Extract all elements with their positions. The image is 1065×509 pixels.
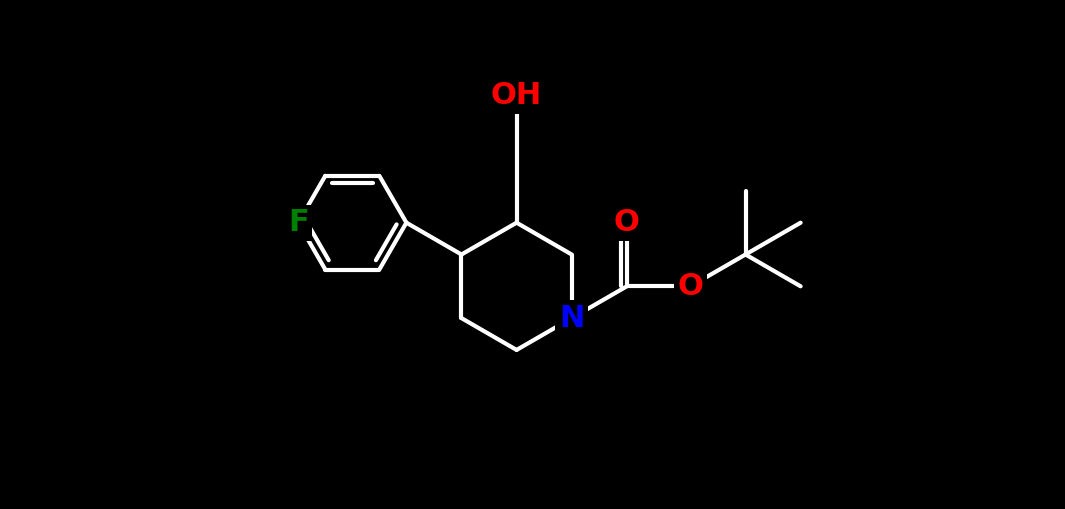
- Text: OH: OH: [491, 81, 542, 110]
- Text: F: F: [288, 208, 309, 237]
- Text: O: O: [613, 208, 640, 237]
- Text: O: O: [677, 272, 703, 301]
- Text: N: N: [559, 304, 585, 332]
